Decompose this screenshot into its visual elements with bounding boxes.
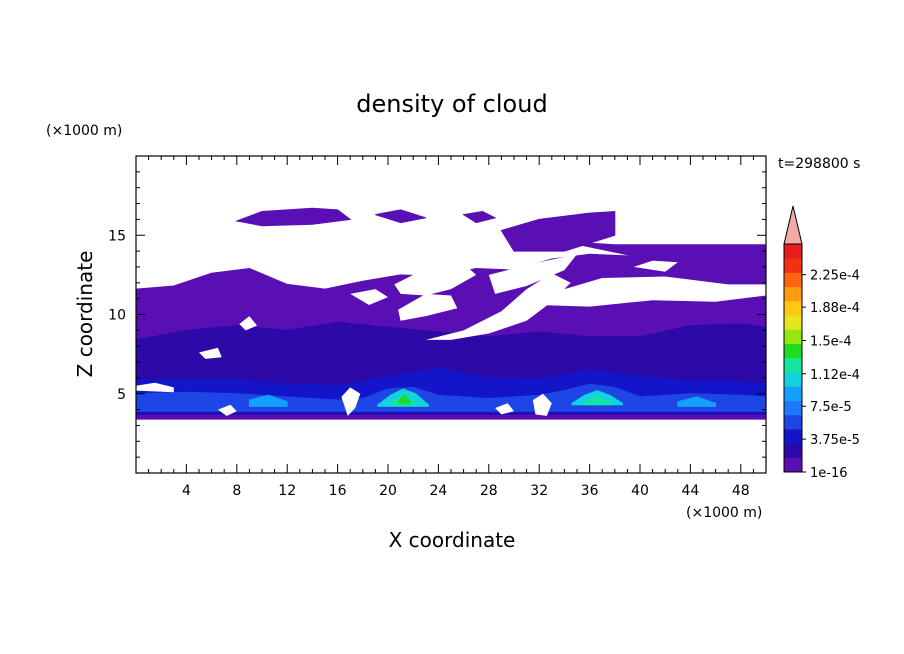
x-tick-label: 24	[429, 483, 447, 499]
colorbar-tick-label: 1.88e-4	[810, 301, 860, 316]
colorbar: 2.25e-4 1.88e-4 1.5e-4 1.12e-4 7.5e-5 3.75e-5…	[783, 205, 860, 481]
x-tick-label: 20	[379, 483, 397, 499]
chart-title: density of cloud	[356, 90, 547, 118]
colorbar-level	[784, 301, 802, 316]
cloud-layer-15	[677, 396, 717, 407]
colorbar-level	[784, 400, 802, 416]
cloud-layer-5	[564, 241, 766, 269]
colorbar-level	[784, 372, 802, 387]
colorbar-level	[784, 443, 802, 459]
colorbar-level	[784, 315, 802, 330]
cloud-layer-2	[375, 209, 426, 224]
y-tick-label: 15	[108, 228, 126, 244]
cloud-layer-1	[234, 207, 352, 227]
colorbar-tick-label: 3.75e-5	[810, 433, 860, 448]
x-tick-label: 16	[329, 483, 347, 499]
colorbar-level	[784, 286, 802, 302]
clear-region-7	[199, 347, 222, 359]
cloud-layer-3	[462, 210, 497, 224]
clear-region-5	[539, 276, 766, 307]
x-tick-label: 44	[681, 483, 699, 499]
colorbar-tick-label: 2.25e-4	[810, 269, 860, 284]
colorbar-level	[784, 457, 802, 473]
clear-region-10	[341, 387, 361, 416]
clear-region-4	[425, 273, 571, 340]
clear-region-0	[394, 263, 477, 296]
colorbar-level	[784, 343, 802, 359]
colorbar-frame	[783, 243, 803, 473]
y-axis: 5 10 15	[108, 171, 766, 458]
x-tick-label: 28	[480, 483, 498, 499]
clear-region-13	[495, 403, 514, 415]
time-label: t=298800 s	[778, 156, 860, 172]
colorbar-level	[784, 272, 802, 288]
x-tick-label: 48	[732, 483, 750, 499]
y-tick-label: 5	[117, 387, 126, 403]
clear-region-1	[350, 289, 388, 305]
x-unit-label: (×1000 m)	[686, 505, 762, 521]
x-axis-label: X coordinate	[389, 528, 516, 552]
x-tick-label: 12	[278, 483, 296, 499]
colorbar-level	[784, 244, 802, 259]
clear-region-12	[217, 404, 237, 416]
colorbar-level	[784, 386, 802, 402]
colorbar-level	[784, 429, 802, 444]
colorbar-tick-label: 7.5e-5	[810, 400, 852, 415]
cloud-layer-13	[397, 394, 412, 404]
clear-region-9	[136, 382, 174, 393]
colorbar-tick-label: 1e-16	[810, 466, 848, 481]
x-tick-label: 8	[232, 483, 241, 499]
y-axis-label: Z coordinate	[73, 251, 97, 378]
colorbar-level	[784, 329, 802, 345]
clear-region-6	[633, 260, 678, 272]
colorbar-tick-label: 1.12e-4	[810, 368, 860, 383]
colorbar-level	[784, 415, 802, 430]
colorbar-level	[784, 258, 802, 273]
x-tick-label: 36	[581, 483, 599, 499]
colorbar-tick-label: 1.5e-4	[810, 334, 852, 349]
x-tick-label: 32	[530, 483, 548, 499]
clear-region-8	[239, 316, 257, 331]
cloud-layer-14	[248, 394, 288, 407]
contour-field	[136, 207, 766, 420]
clear-region-11	[532, 393, 552, 416]
clear-region-3	[398, 293, 458, 321]
x-tick-label: 4	[182, 483, 191, 499]
x-axis: 4 8 12 16 20 24 28 32 36 40 44 48	[148, 156, 754, 499]
cloud-layer-12	[584, 396, 611, 406]
y-tick-label: 10	[108, 308, 126, 324]
y-unit-label: (×1000 m)	[46, 123, 122, 139]
clear-region-2	[488, 254, 577, 294]
colorbar-level	[784, 358, 802, 373]
x-tick-label: 40	[631, 483, 649, 499]
cloud-layer-4	[500, 210, 616, 252]
